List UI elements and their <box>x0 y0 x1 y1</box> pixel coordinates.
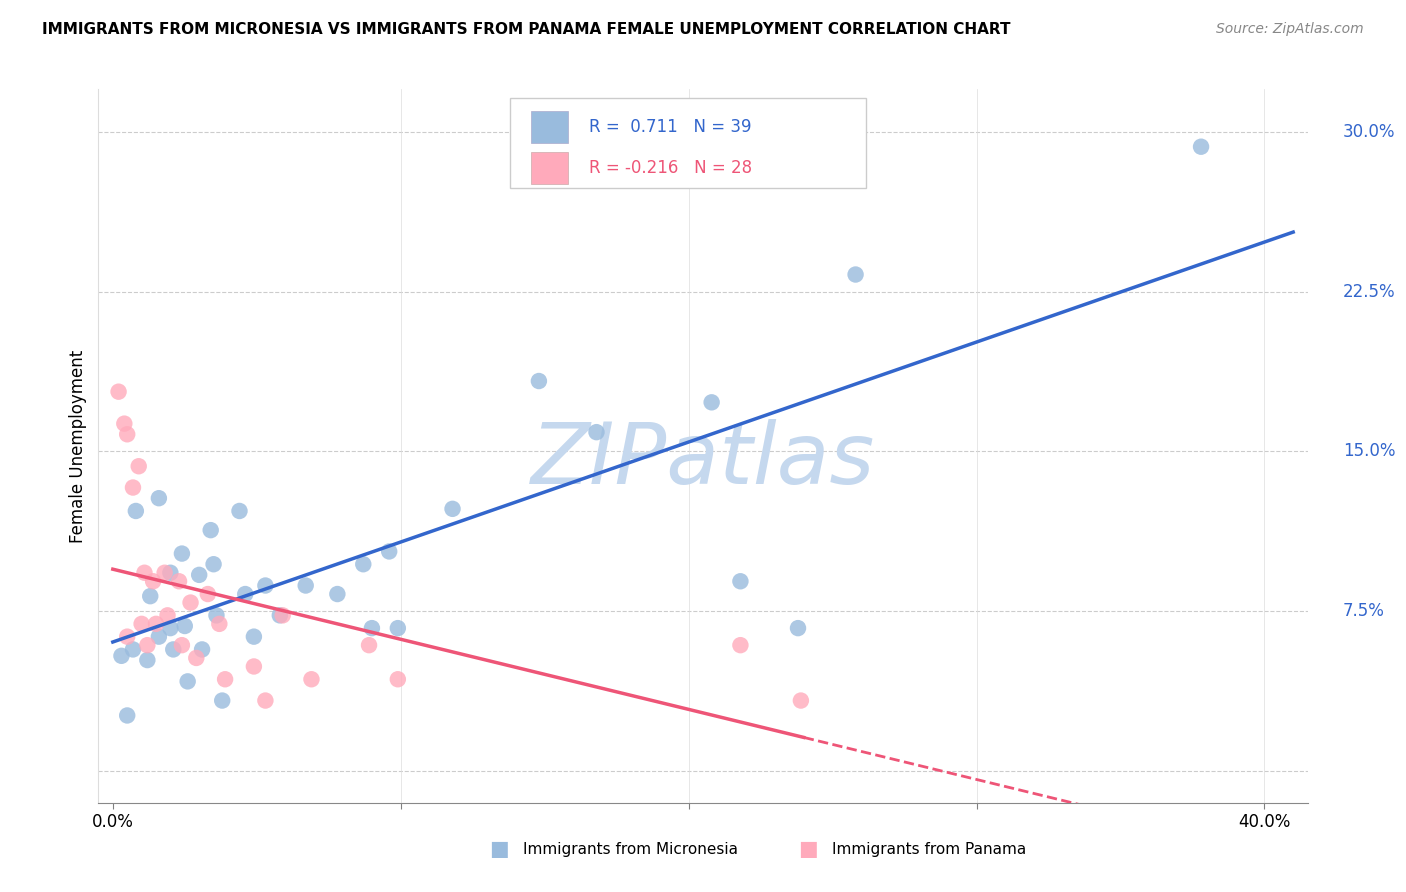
Text: R =  0.711   N = 39: R = 0.711 N = 39 <box>589 118 752 136</box>
Point <box>361 621 384 635</box>
Point <box>176 674 198 689</box>
Point <box>208 616 231 631</box>
Point <box>186 651 208 665</box>
Point <box>730 638 752 652</box>
Point <box>730 574 752 589</box>
Point <box>142 574 165 589</box>
Point <box>148 630 170 644</box>
Point <box>357 638 380 652</box>
Text: 30.0%: 30.0% <box>1343 123 1395 141</box>
Point <box>387 621 409 635</box>
FancyBboxPatch shape <box>531 111 568 143</box>
Point <box>202 558 225 572</box>
Point <box>1189 139 1212 153</box>
Point <box>200 523 222 537</box>
Point <box>326 587 349 601</box>
Point <box>700 395 723 409</box>
Point <box>197 587 219 601</box>
Point <box>110 648 132 663</box>
Text: IMMIGRANTS FROM MICRONESIA VS IMMIGRANTS FROM PANAMA FEMALE UNEMPLOYMENT CORRELA: IMMIGRANTS FROM MICRONESIA VS IMMIGRANTS… <box>42 22 1011 37</box>
Point <box>233 587 256 601</box>
Point <box>294 578 316 592</box>
Text: 7.5%: 7.5% <box>1343 602 1385 620</box>
Point <box>125 504 148 518</box>
Point <box>136 638 159 652</box>
FancyBboxPatch shape <box>531 152 568 184</box>
Text: R = -0.216   N = 28: R = -0.216 N = 28 <box>589 159 752 177</box>
Point <box>585 425 607 439</box>
Point <box>153 566 176 580</box>
Point <box>122 642 145 657</box>
Point <box>378 544 401 558</box>
Point <box>162 642 184 657</box>
Point <box>170 638 193 652</box>
Point <box>191 642 214 657</box>
Point <box>170 547 193 561</box>
Point <box>254 693 277 707</box>
Point <box>122 481 145 495</box>
Point <box>131 616 153 631</box>
Point <box>387 672 409 686</box>
Point <box>188 567 211 582</box>
Point <box>128 459 150 474</box>
Point <box>271 608 294 623</box>
Point <box>145 616 167 631</box>
Point <box>205 608 228 623</box>
Point <box>167 574 190 589</box>
Point <box>159 566 181 580</box>
Point <box>352 558 374 572</box>
Point <box>115 630 138 644</box>
Text: 15.0%: 15.0% <box>1343 442 1395 460</box>
Point <box>139 589 162 603</box>
Point <box>136 653 159 667</box>
FancyBboxPatch shape <box>509 98 866 187</box>
Point <box>112 417 135 431</box>
Point <box>845 268 868 282</box>
Point <box>243 630 266 644</box>
Point <box>787 621 810 635</box>
Point <box>243 659 266 673</box>
Point <box>441 501 464 516</box>
Text: ZIPatlas: ZIPatlas <box>531 418 875 502</box>
Text: ■: ■ <box>799 839 818 859</box>
Point <box>115 427 138 442</box>
Point <box>115 708 138 723</box>
Text: Immigrants from Micronesia: Immigrants from Micronesia <box>523 842 738 856</box>
Text: Source: ZipAtlas.com: Source: ZipAtlas.com <box>1216 22 1364 37</box>
Point <box>107 384 129 399</box>
Point <box>211 693 233 707</box>
Point <box>254 578 277 592</box>
Point <box>180 596 202 610</box>
Point <box>790 693 813 707</box>
Text: Immigrants from Panama: Immigrants from Panama <box>832 842 1026 856</box>
Point <box>214 672 236 686</box>
Point <box>527 374 550 388</box>
Point <box>159 621 181 635</box>
Point <box>156 608 179 623</box>
Point <box>134 566 156 580</box>
Point <box>269 608 291 623</box>
Point <box>173 619 195 633</box>
Text: ■: ■ <box>489 839 509 859</box>
Text: 22.5%: 22.5% <box>1343 283 1395 301</box>
Point <box>301 672 323 686</box>
Point <box>228 504 250 518</box>
Point <box>148 491 170 506</box>
Y-axis label: Female Unemployment: Female Unemployment <box>69 350 87 542</box>
